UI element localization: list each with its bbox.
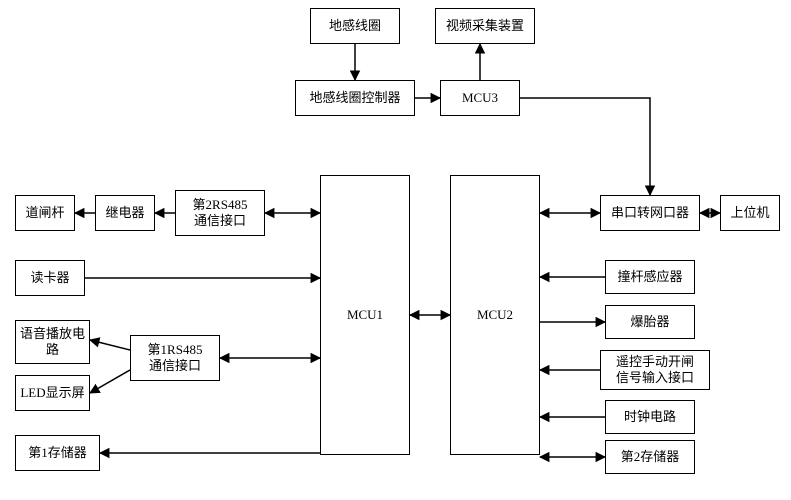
- node-reader: 读卡器: [15, 260, 85, 296]
- node-led: LED显示屏: [15, 375, 90, 411]
- node-barrier: 道闸杆: [15, 195, 75, 231]
- node-remote: 遥控手动开闸信号输入接口: [600, 350, 710, 390]
- node-video: 视频采集装置: [435, 8, 535, 44]
- node-coil: 地感线圈: [310, 8, 400, 44]
- edge-rs485_1-voice: [90, 340, 130, 350]
- node-relay: 继电器: [95, 195, 155, 231]
- node-coil_ctrl: 地感线圈控制器: [295, 80, 415, 116]
- node-storage1: 第1存储器: [15, 435, 100, 471]
- node-serial2net: 串口转网口器: [600, 195, 700, 231]
- node-mcu3: MCU3: [440, 80, 520, 116]
- node-tire: 爆胎器: [605, 305, 695, 339]
- node-rs485_2: 第2RS485通信接口: [175, 190, 265, 236]
- node-impact: 撞杆感应器: [605, 260, 695, 294]
- node-mcu1: MCU1: [320, 175, 410, 455]
- node-voice: 语音播放电路: [15, 320, 90, 364]
- node-rs485_1: 第1RS485通信接口: [130, 335, 220, 381]
- node-host: 上位机: [720, 195, 780, 231]
- node-storage2: 第2存储器: [605, 440, 695, 474]
- node-mcu2: MCU2: [450, 175, 540, 455]
- node-clock: 时钟电路: [605, 400, 695, 434]
- edge-rs485_1-led: [90, 370, 130, 393]
